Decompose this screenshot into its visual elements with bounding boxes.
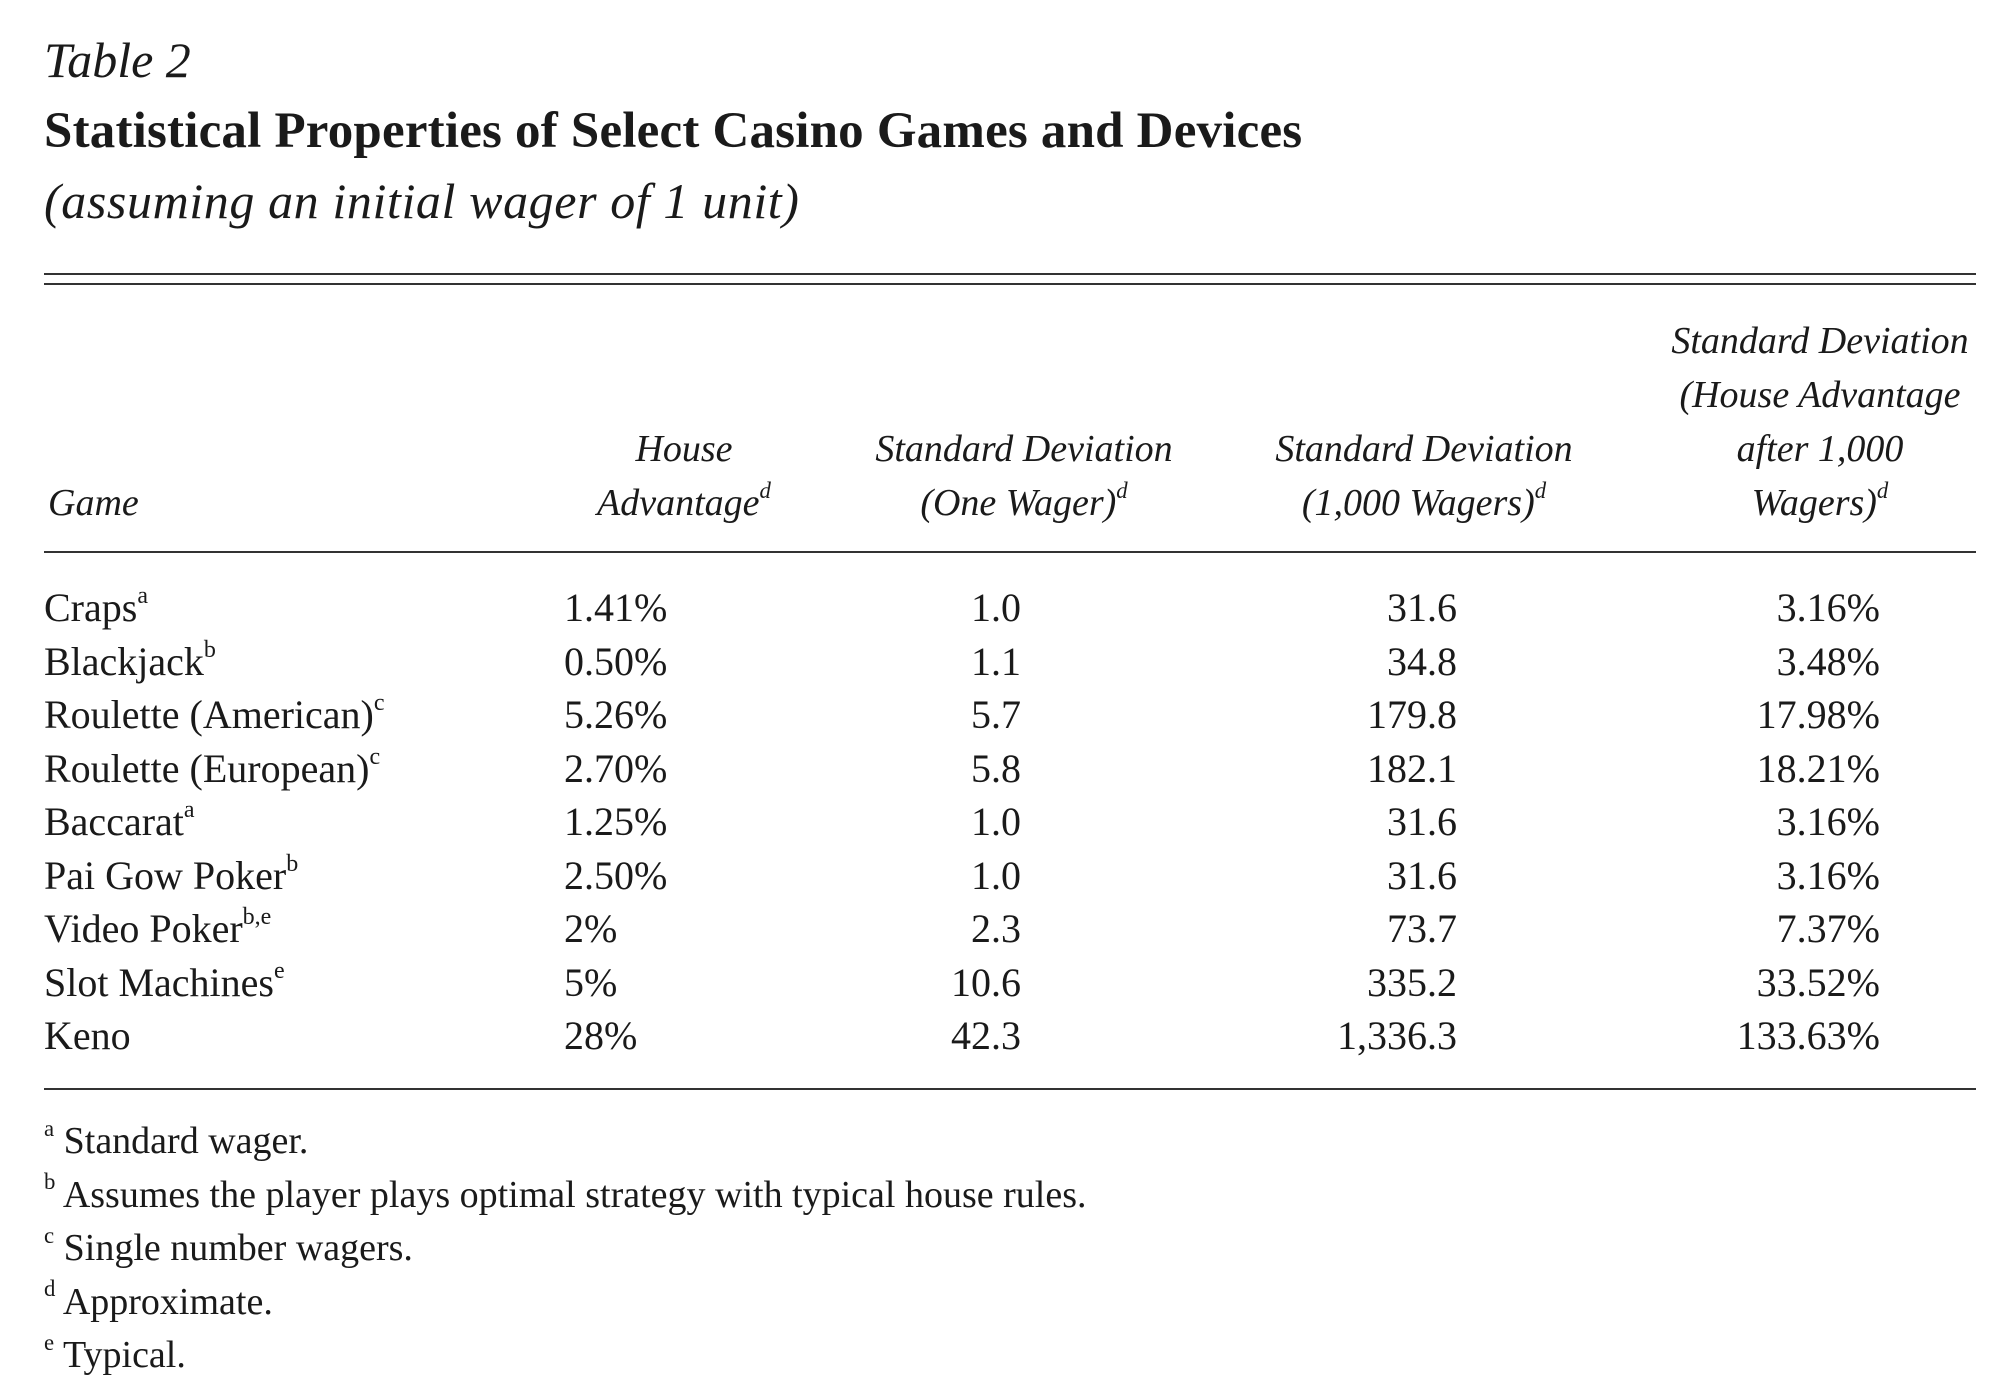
table-label: Table 2 — [44, 32, 191, 88]
cell-house-advantage: 5% — [564, 959, 618, 1005]
cell-house-advantage: 1.25% — [564, 799, 668, 844]
cell-sd-one: 1.0 — [971, 585, 1021, 630]
cell-sd-1000: 34.8 — [1387, 638, 1457, 684]
cell-sd-ha: 33.52% — [1756, 959, 1880, 1005]
header-house-advantage: House Advantaged — [597, 428, 771, 524]
cell-sd-one: 42.3 — [951, 1013, 1021, 1058]
cell-game: Keno — [44, 1013, 131, 1058]
cell-sd-ha: 3.16% — [1776, 585, 1880, 630]
header-sd-one-wager: Standard Deviation (One Wager)d — [875, 428, 1173, 524]
cell-sd-one: 10.6 — [951, 959, 1021, 1005]
cell-sd-ha: 17.98% — [1756, 692, 1880, 737]
header-game: Game — [48, 482, 139, 524]
cell-house-advantage: 5.26% — [564, 692, 668, 737]
cell-sd-ha: 3.48% — [1776, 638, 1880, 684]
footnote-b: b Assumes the player plays optimal strat… — [44, 1169, 1087, 1216]
footnotes: a Standard wager. b Assumes the player p… — [44, 1115, 1087, 1383]
cell-house-advantage: 2.70% — [564, 745, 668, 791]
footnote-a: a Standard wager. — [44, 1115, 309, 1162]
header-rule — [44, 551, 1976, 553]
cell-game: Baccarata — [44, 797, 195, 844]
table-row: Roulette (American)c 5.26% 5.7 179.8 17.… — [44, 688, 1976, 742]
cell-house-advantage: 28% — [564, 1013, 638, 1058]
table-row: Baccarata 1.25% 1.0 31.6 3.16% — [44, 795, 1976, 849]
cell-house-advantage: 2.50% — [564, 852, 668, 898]
cell-sd-ha: 18.21% — [1756, 745, 1880, 791]
cell-sd-1000: 1,336.3 — [1337, 1013, 1457, 1058]
cell-sd-1000: 31.6 — [1387, 585, 1457, 630]
footnote-c: c Single number wagers. — [44, 1222, 413, 1269]
top-rule-1 — [44, 273, 1976, 275]
table-subtitle: (assuming an initial wager of 1 unit) — [44, 173, 800, 229]
cell-sd-ha: 3.16% — [1776, 799, 1880, 844]
cell-game: Blackjackb — [44, 636, 216, 684]
table-row: Pai Gow Pokerb 2.50% 1.0 31.6 3.16% — [44, 849, 1976, 903]
cell-house-advantage: 1.41% — [564, 585, 668, 630]
cell-sd-one: 1.0 — [971, 799, 1021, 844]
cell-sd-ha: 133.63% — [1736, 1013, 1880, 1058]
cell-sd-1000: 31.6 — [1387, 799, 1457, 844]
cell-game: Video Pokerb,e — [44, 904, 272, 951]
cell-game: Roulette (American)c — [44, 690, 385, 737]
table-row: Video Pokerb,e 2% 2.3 73.7 7.37% — [44, 902, 1976, 956]
cell-sd-one: 5.8 — [971, 745, 1021, 791]
cell-sd-ha: 3.16% — [1776, 852, 1880, 898]
cell-game: Crapsa — [44, 583, 148, 630]
table-row: Crapsa 1.41% 1.0 31.6 3.16% — [44, 581, 1976, 635]
cell-sd-1000: 73.7 — [1387, 906, 1457, 951]
footnote-d: d Approximate. — [44, 1276, 273, 1323]
cell-sd-1000: 179.8 — [1367, 692, 1457, 737]
cell-sd-one: 1.0 — [971, 852, 1021, 898]
cell-sd-one: 1.1 — [971, 638, 1021, 684]
header-sd-1000-wagers: Standard Deviation (1,000 Wagers)d — [1275, 428, 1573, 524]
table-row: Keno 28% 42.3 1,336.3 133.63% — [44, 1009, 1976, 1063]
cell-game: Roulette (European)c — [44, 743, 381, 791]
cell-game: Slot Machinese — [44, 957, 285, 1005]
table-body: Crapsa 1.41% 1.0 31.6 3.16% Blackjackb 0… — [44, 581, 1976, 1063]
cell-sd-one: 5.7 — [971, 692, 1021, 737]
footnote-e: e Typical. — [44, 1329, 186, 1376]
cell-sd-ha: 7.37% — [1776, 906, 1880, 951]
cell-game: Pai Gow Pokerb — [44, 850, 299, 898]
cell-sd-1000: 31.6 — [1387, 852, 1457, 898]
table-row: Blackjackb 0.50% 1.1 34.8 3.48% — [44, 635, 1976, 689]
cell-house-advantage: 0.50% — [564, 638, 668, 684]
cell-sd-1000: 335.2 — [1367, 959, 1457, 1005]
top-rule-2 — [44, 283, 1976, 285]
cell-house-advantage: 2% — [564, 906, 618, 951]
bottom-rule — [44, 1088, 1976, 1090]
page-title: Statistical Properties of Select Casino … — [44, 103, 1303, 159]
cell-sd-one: 2.3 — [971, 906, 1021, 951]
table-row: Roulette (European)c 2.70% 5.8 182.1 18.… — [44, 742, 1976, 796]
table-row: Slot Machinese 5% 10.6 335.2 33.52% — [44, 956, 1976, 1010]
cell-sd-1000: 182.1 — [1367, 745, 1457, 791]
header-sd-house-advantage: Standard Deviation (House Advantage afte… — [1671, 320, 1969, 524]
